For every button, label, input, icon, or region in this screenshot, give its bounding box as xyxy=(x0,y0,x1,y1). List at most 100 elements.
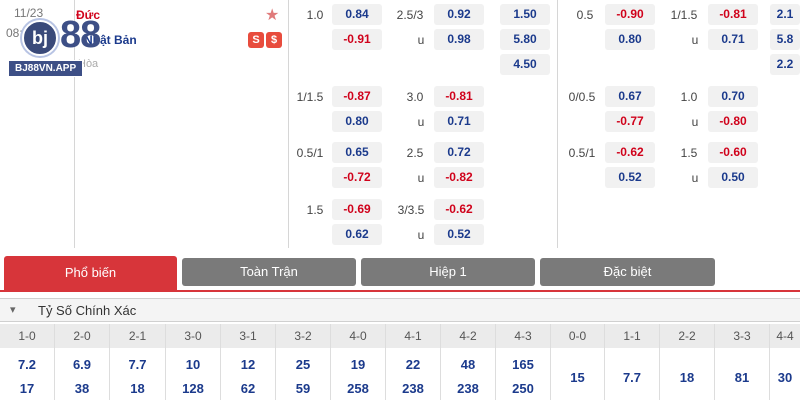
score-label: 2-1 xyxy=(110,324,165,348)
odds-cell[interactable]: 0.84 xyxy=(332,4,382,25)
odds-cell[interactable]: 0.70 xyxy=(708,86,758,107)
score-odds[interactable]: 7.2 xyxy=(17,357,37,372)
divider xyxy=(74,0,75,248)
score-odds[interactable]: 59 xyxy=(295,381,311,396)
odds-cell[interactable]: 0.52 xyxy=(605,167,655,188)
hdp-line: 1.0 xyxy=(306,8,324,22)
under-label: u xyxy=(691,115,699,129)
under-label: u xyxy=(417,33,425,47)
score-odds[interactable]: 25 xyxy=(295,357,311,372)
odds-cell[interactable]: -0.81 xyxy=(708,4,758,25)
brand-logo: bj 88 BJ88VN.APP xyxy=(0,0,134,82)
odds-cell[interactable]: -0.81 xyxy=(434,86,484,107)
score-odds[interactable]: 48 xyxy=(460,357,476,372)
under-label: u xyxy=(691,171,699,185)
score-odds[interactable]: 62 xyxy=(240,381,256,396)
tab-pho-bien[interactable]: Phổ biến xyxy=(4,256,177,292)
under-label: u xyxy=(417,115,425,129)
odds-cell[interactable]: -0.91 xyxy=(332,29,382,50)
score-odds[interactable]: 238 xyxy=(402,381,424,396)
score-odds[interactable]: 15 xyxy=(570,370,585,385)
odds-cell[interactable]: 0.62 xyxy=(332,224,382,245)
odds-cell[interactable]: -0.60 xyxy=(708,142,758,163)
score-odds[interactable]: 19 xyxy=(350,357,366,372)
odds-cell[interactable]: -0.82 xyxy=(434,167,484,188)
score-odds[interactable]: 18 xyxy=(679,370,695,385)
h1-hdp-line: 0.5/1 xyxy=(568,146,596,160)
score-odds[interactable]: 258 xyxy=(347,381,369,396)
away-team[interactable]: Nhật Bản xyxy=(84,33,137,47)
odds-cell[interactable]: -0.62 xyxy=(605,142,655,163)
score-odds[interactable]: 250 xyxy=(512,381,534,396)
score-label: 4-1 xyxy=(386,324,440,348)
score-column: 0-0 15 xyxy=(551,324,605,400)
odds-cell[interactable]: 4.50 xyxy=(500,54,550,75)
score-odds[interactable]: 22 xyxy=(405,357,421,372)
home-team[interactable]: Đức xyxy=(76,8,101,22)
divider xyxy=(557,0,558,248)
odds-cell[interactable]: 0.80 xyxy=(332,111,382,132)
score-column: 4-2 48 238 xyxy=(441,324,496,400)
odds-cell[interactable]: 0.92 xyxy=(434,4,484,25)
odds-cell[interactable]: 0.52 xyxy=(434,224,484,245)
odds-cell[interactable]: -0.62 xyxy=(434,199,484,220)
score-odds[interactable]: 7.7 xyxy=(622,370,642,385)
score-column: 2-1 7.7 18 xyxy=(110,324,166,400)
odds-cell[interactable]: 2.1 xyxy=(770,4,800,25)
odds-cell[interactable]: -0.69 xyxy=(332,199,382,220)
stats-badge-icon[interactable]: S xyxy=(248,32,264,48)
ou-line: 2.5 xyxy=(406,146,424,160)
odds-cell[interactable]: -0.77 xyxy=(605,111,655,132)
odds-cell[interactable]: -0.80 xyxy=(708,111,758,132)
odds-cell[interactable]: 0.65 xyxy=(332,142,382,163)
tab-underline xyxy=(0,290,800,292)
score-column: 4-1 22 238 xyxy=(386,324,441,400)
under-label: u xyxy=(691,33,699,47)
score-odds[interactable]: 128 xyxy=(182,381,204,396)
hdp-line: 1/1.5 xyxy=(296,90,324,104)
score-odds[interactable]: 238 xyxy=(457,381,479,396)
tab-dac-biet[interactable]: Đặc biệt xyxy=(540,258,715,286)
odds-cell[interactable]: 0.71 xyxy=(434,111,484,132)
score-odds[interactable]: 17 xyxy=(19,381,35,396)
h1-ou-line: 1/1.5 xyxy=(670,8,698,22)
score-odds[interactable]: 81 xyxy=(734,370,750,385)
score-label: 2-0 xyxy=(55,324,109,348)
collapse-icon[interactable]: ▾ xyxy=(10,304,16,316)
odds-area: 11/23 08:00 PM Đức Nhật Bản Hòa ★ S $ bj… xyxy=(0,0,800,248)
odds-cell[interactable]: 0.71 xyxy=(708,29,758,50)
odds-cell[interactable]: 5.80 xyxy=(500,29,550,50)
odds-cell[interactable]: 5.8 xyxy=(770,29,800,50)
money-badge-icon[interactable]: $ xyxy=(266,32,282,48)
odds-cell[interactable]: 0.98 xyxy=(434,29,484,50)
odds-cell[interactable]: -0.87 xyxy=(332,86,382,107)
tab-toan-tran[interactable]: Toàn Trận xyxy=(182,258,356,286)
score-odds[interactable]: 165 xyxy=(512,357,534,372)
odds-cell[interactable]: 1.50 xyxy=(500,4,550,25)
star-icon[interactable]: ★ xyxy=(265,7,280,24)
odds-cell[interactable]: 0.80 xyxy=(605,29,655,50)
odds-cell[interactable]: -0.72 xyxy=(332,167,382,188)
score-odds[interactable]: 6.9 xyxy=(72,357,92,372)
score-label: 3-2 xyxy=(276,324,330,348)
score-odds[interactable]: 10 xyxy=(185,357,201,372)
score-label: 1-0 xyxy=(0,324,54,348)
score-odds[interactable]: 7.7 xyxy=(128,357,147,372)
section-header[interactable]: ▾ Tỷ Số Chính Xác xyxy=(0,298,800,322)
hdp-line: 1.5 xyxy=(306,203,324,217)
odds-cell[interactable]: 0.72 xyxy=(434,142,484,163)
odds-cell[interactable]: 0.67 xyxy=(605,86,655,107)
score-column: 3-2 25 59 xyxy=(276,324,331,400)
odds-cell[interactable]: 2.2 xyxy=(770,54,800,75)
odds-cell[interactable]: -0.90 xyxy=(605,4,655,25)
score-column: 1-1 7.7 xyxy=(605,324,660,400)
score-odds[interactable]: 12 xyxy=(240,357,256,372)
score-odds[interactable]: 18 xyxy=(130,381,145,396)
score-column: 3-1 12 62 xyxy=(221,324,276,400)
score-odds[interactable]: 38 xyxy=(74,381,90,396)
under-label: u xyxy=(417,171,425,185)
tab-hiep-1[interactable]: Hiệp 1 xyxy=(361,258,535,286)
score-odds[interactable]: 30 xyxy=(777,370,793,385)
odds-cell[interactable]: 0.50 xyxy=(708,167,758,188)
score-label: 4-3 xyxy=(496,324,550,348)
